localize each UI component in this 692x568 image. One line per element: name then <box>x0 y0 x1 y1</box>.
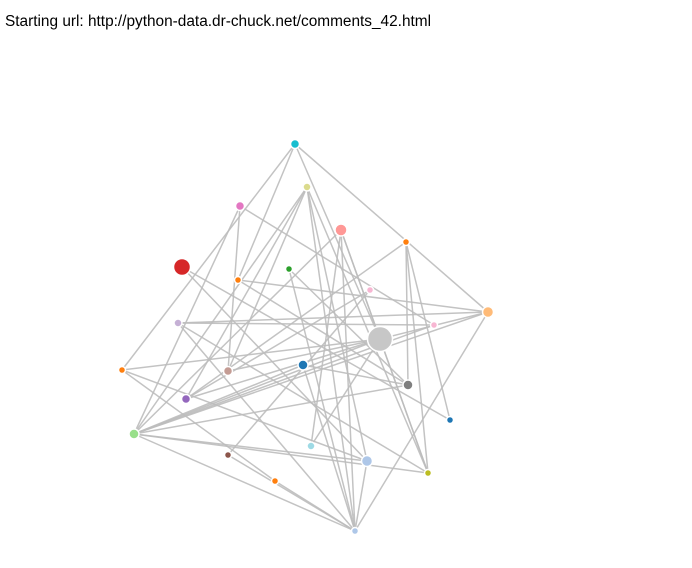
graph-edge-n14-n17 <box>302 364 409 386</box>
graph-edge-n2-n24 <box>306 186 429 474</box>
graph-edge-n24-n5 <box>405 241 429 474</box>
graph-edge-n21-n4 <box>310 229 342 447</box>
graph-node-n24[interactable] <box>423 468 433 478</box>
graph-edge-n3-n20 <box>133 205 241 435</box>
graph-node-n3[interactable] <box>234 200 246 212</box>
graph-edge-n12-n15 <box>121 338 381 371</box>
graph-node-n16[interactable] <box>222 365 234 377</box>
graph-edge-n12-n18 <box>185 338 381 400</box>
graph-edge-n24-n20 <box>133 433 429 474</box>
graph-node-n17[interactable] <box>402 379 414 391</box>
graph-node-n7[interactable] <box>284 264 294 274</box>
starting-url-text: Starting url: http://python-data.dr-chuc… <box>5 13 432 30</box>
graph-node-n19[interactable] <box>445 415 455 425</box>
graph-node-n22[interactable] <box>223 450 233 460</box>
graph-edge-n12-n20 <box>133 338 381 435</box>
graph-node-n18[interactable] <box>180 393 192 405</box>
graph-edge-n23-n26 <box>354 460 368 532</box>
graph-edge-n5-n17 <box>405 241 409 386</box>
graph-node-n25[interactable] <box>270 476 280 486</box>
graph-edge-n14-n20 <box>133 364 304 435</box>
graph-node-n26[interactable] <box>350 526 360 536</box>
graph-edge-n3-n13 <box>239 205 435 326</box>
graph-node-n2[interactable] <box>302 182 312 192</box>
graph-edge-n1-n15 <box>121 143 296 371</box>
graph-edge-n9-n18 <box>185 289 371 400</box>
graph-node-n4[interactable] <box>334 223 348 237</box>
graph-nodes <box>117 138 495 536</box>
graph-edge-n16-n3 <box>227 205 241 372</box>
graph-edge-n10-n11 <box>177 311 489 324</box>
graph-edge-n15-n23 <box>121 369 368 462</box>
graph-node-n14[interactable] <box>297 359 309 371</box>
graph-edge-n1-n10 <box>294 143 489 313</box>
graph-edge-n11-n24 <box>177 322 429 474</box>
graph-edge-n17-n20 <box>133 384 409 435</box>
graph-node-n20[interactable] <box>128 428 140 440</box>
graph-edge-n6-n23 <box>181 266 368 462</box>
graph-edge-n12-n16 <box>227 338 381 372</box>
graph-edge-n12-n24 <box>379 338 429 474</box>
graph-edge-n14-n26 <box>302 364 356 532</box>
graph-edge-n10-n20 <box>133 311 489 435</box>
graph-node-n9[interactable] <box>365 285 375 295</box>
graph-edge-n15-n25 <box>121 369 276 482</box>
graph-edge-n2-n16 <box>227 186 308 372</box>
graph-edge-n4-n20 <box>133 229 342 435</box>
graph-node-n6[interactable] <box>172 257 192 277</box>
graph-edge-n19-n5 <box>405 241 451 421</box>
graph-edge-n12-n1 <box>294 143 381 340</box>
graph-edge-n6-n19 <box>181 266 451 421</box>
graph-edge-n5-n18 <box>185 241 407 400</box>
graph-node-n11[interactable] <box>173 318 183 328</box>
graph-edge-n2-n26 <box>306 186 356 532</box>
graph-node-n23[interactable] <box>360 454 374 468</box>
graph-node-n13[interactable] <box>429 320 439 330</box>
graph-edge-n10-n26 <box>354 311 489 532</box>
graph-node-n10[interactable] <box>481 305 495 319</box>
graph-edge-n1-n8 <box>237 143 296 281</box>
graph-edge-n4-n26 <box>340 229 356 532</box>
graph-node-n8[interactable] <box>233 275 243 285</box>
graph-edge-n20-n2 <box>133 186 308 435</box>
graph-node-n5[interactable] <box>401 237 411 247</box>
graph-edge-n9-n22 <box>227 289 371 456</box>
graph-edge-n11-n26 <box>177 322 356 532</box>
graph-edge-n11-n13 <box>177 322 435 326</box>
graph-node-n21[interactable] <box>306 441 316 451</box>
graph-edge-n20-n26 <box>133 433 356 532</box>
graph-node-n15[interactable] <box>117 365 127 375</box>
graph-node-n12[interactable] <box>366 325 394 353</box>
graph-edge-n26-n22 <box>227 454 356 532</box>
graph-edges <box>121 143 489 532</box>
graph-edge-n8-n10 <box>237 279 489 313</box>
graph-node-n1[interactable] <box>289 138 301 150</box>
graph-edge-n8-n17 <box>237 279 409 386</box>
